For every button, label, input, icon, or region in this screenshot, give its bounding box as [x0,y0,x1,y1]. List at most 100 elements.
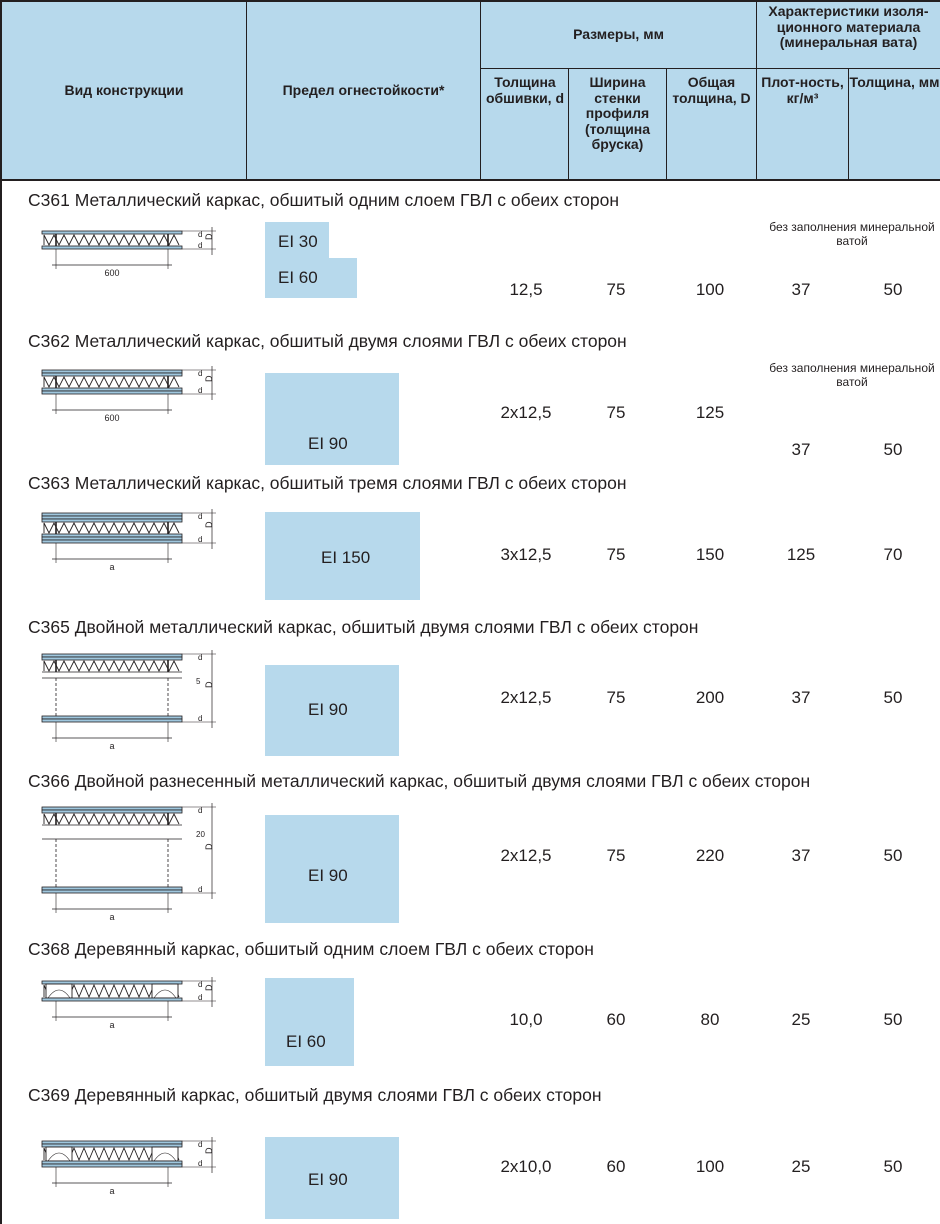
wood-grain [153,1152,177,1162]
dimension-label-D: D [204,1147,214,1154]
dimension-label-D: D [204,843,214,850]
value-density: 37 [791,688,811,707]
rating-ei90: EI 90 [308,434,348,453]
section-title: С361 Металлический каркас, обшитый одним… [28,190,620,210]
wood-grain [47,989,71,999]
dimension-label-d: d [198,369,202,378]
col-fire-header: Предел огнестойкости* [282,81,445,98]
value-profile: 75 [606,688,626,707]
header-left-rule [0,0,2,181]
value-thickness: 50 [883,846,903,865]
insulation-hatch [43,233,180,247]
value-total: 100 [695,1157,725,1176]
section-title: С368 Деревянный каркас, обшитый одним сл… [28,939,594,959]
sub-density-header: Плот-ность, кг/м³ [761,74,844,106]
gypsum-board [41,372,183,377]
gypsum-board [41,809,183,814]
dimension-label-d: d [198,1140,202,1149]
insulation-hatch [43,375,180,389]
header-divider [480,68,940,69]
header-divider [480,0,481,181]
wall-section-diagram: Dd d 5 a [41,650,216,751]
wall-section-diagram: Ddd 600 [41,227,216,278]
rating-block [265,1137,399,1219]
dimension-label-d: d [198,230,202,239]
rating-block [265,978,354,1066]
rating-block [265,373,399,465]
col-construction-header: Вид конструкции [64,81,184,98]
span-label: a [109,912,114,922]
value-thickness: 50 [883,1010,903,1029]
gypsum-board [41,245,183,250]
gypsum-board [41,369,183,374]
rating-block [265,222,329,260]
sub-profile-header: Ширина стенки профиля (толщина бруска) [584,74,651,152]
dimension-label-d: d [198,535,202,544]
wall-section-diagram: Ddd 600 [41,366,216,423]
insulation-hatch [43,659,180,673]
wood-grain [153,989,177,999]
dimension-label-d: d [198,241,202,250]
span-label: 600 [104,268,119,278]
value-thickness: 50 [883,280,903,299]
dimension-label-d: d [198,386,202,395]
dimension-label-D: D [204,521,214,528]
dimension-label-d: d [198,1159,202,1168]
gypsum-board [41,980,183,985]
insulation-note: без заполнения минеральной ватой [769,361,935,389]
gypsum-board [41,536,183,541]
value-total: 150 [695,545,725,564]
gypsum-board [41,230,183,235]
value-profile: 60 [606,1010,626,1029]
value-total: 200 [695,688,725,707]
sub-total-header: Общая толщина, D [672,74,751,106]
rating-ei60: EI 60 [278,268,318,287]
rating-ei30: EI 30 [278,232,318,251]
gypsum-board [41,390,183,395]
dimension-label-D: D [204,681,214,688]
rating-block [265,665,399,756]
value-profile: 60 [606,1157,626,1176]
value-profile: 75 [606,403,626,422]
sub-cladding-header: Толщина обшивки, d [485,74,565,106]
header-divider [666,68,667,181]
value-total: 125 [695,403,725,422]
section-title: С363 Металлический каркас, обшитый тремя… [28,473,627,493]
dimension-label-d: d [198,653,202,662]
rating-block [265,815,399,923]
header-divider [246,0,247,181]
rating-ei90: EI 90 [308,700,348,719]
dimension-label-gap: 20 [196,830,205,839]
value-total: 220 [695,846,725,865]
insulation-hatch [43,812,180,826]
gypsum-board [41,997,183,1002]
dimension-label-gap: 5 [196,677,201,686]
sub-thickness-header: Толщина, мм [849,74,940,90]
dimension-label-D: D [204,984,214,991]
header-divider [568,68,569,181]
value-density: 37 [791,846,811,865]
span-label: a [109,562,114,572]
span-label: 600 [104,413,119,423]
gypsum-board [41,1140,183,1145]
gypsum-board [41,653,183,658]
value-profile: 75 [606,545,626,564]
gypsum-board [41,387,183,392]
group-insulation-header: Характеристики изоля-ционного материала … [768,3,929,50]
dimension-label-d: d [198,512,202,521]
rating-ei90: EI 90 [308,1170,348,1189]
dimension-label-d: d [198,993,202,1002]
insulation-hatch [43,521,180,535]
rating-ei60: EI 60 [286,1032,326,1051]
value-density: 25 [791,1157,811,1176]
gypsum-board [41,889,183,894]
gypsum-board [41,656,183,661]
value-total: 100 [695,280,725,299]
gypsum-board [41,533,183,538]
rating-ei150: EI 150 [321,548,371,567]
value-profile: 75 [606,280,626,299]
dimension-label-d: d [198,885,202,894]
wood-grain [47,1152,71,1162]
